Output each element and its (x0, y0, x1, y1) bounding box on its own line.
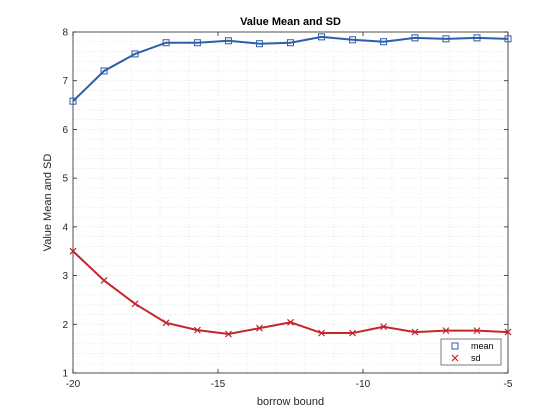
data-point-x (256, 324, 263, 332)
data-point-x-stroke (349, 329, 356, 337)
data-point-x (162, 319, 170, 327)
data-point-square (442, 35, 450, 43)
series-mean (69, 33, 512, 105)
data-point-square (69, 97, 77, 105)
data-point-x-stroke (131, 300, 139, 308)
data-point-square (193, 39, 201, 47)
data-point-square (162, 39, 170, 47)
data-point-square (380, 38, 388, 46)
data-point-x (473, 327, 481, 335)
data-point-x (193, 326, 201, 334)
y-tick-label: 6 (62, 125, 68, 136)
data-point-x-stroke (256, 324, 263, 332)
x-tick-label: -5 (504, 379, 513, 390)
axes-box (72, 31, 509, 374)
y-tick-label: 8 (62, 28, 68, 39)
x-tick-label: -20 (66, 379, 81, 390)
data-point-x (225, 330, 232, 338)
data-point-x-stroke (225, 330, 232, 338)
data-point-square (451, 342, 459, 350)
data-point-x (451, 354, 459, 362)
x-tick-label: -10 (356, 379, 371, 390)
axes: -20 -15 -10 -5 1 2 3 4 5 6 7 8 (62, 28, 512, 391)
y-axis-label: Value Mean and SD (42, 154, 54, 252)
plot-area (73, 32, 508, 373)
data-point-x (349, 329, 356, 337)
legend-label: sd (471, 353, 481, 363)
data-point-square (318, 33, 326, 41)
y-tick-label: 4 (62, 222, 68, 233)
data-point-x-stroke (473, 327, 481, 335)
data-point-square (100, 67, 108, 75)
data-point-x (287, 318, 294, 326)
y-tick-label: 5 (62, 174, 68, 185)
legend-label: mean (471, 341, 494, 351)
data-point-x (69, 247, 77, 255)
chart-title: Value Mean and SD (240, 16, 341, 28)
data-point-x-stroke (504, 328, 512, 336)
legend-item-sd: sd (451, 353, 481, 363)
data-point-x-stroke (100, 277, 108, 284)
data-point-x-stroke (380, 323, 388, 331)
data-point-x-stroke (318, 329, 325, 337)
y-tick-label: 3 (62, 271, 68, 282)
series-line-mean (72, 35, 509, 102)
data-point-x (380, 323, 388, 331)
data-point-x (504, 328, 512, 336)
legend-box (440, 338, 502, 366)
y-tick-label: 7 (62, 76, 68, 87)
data-point-square (255, 40, 263, 48)
x-tick-label: -15 (211, 379, 226, 390)
data-point-x-stroke (69, 247, 77, 255)
series-layer (69, 33, 512, 338)
data-point-square (411, 34, 419, 42)
data-point-square (473, 34, 481, 42)
data-point-x (100, 277, 108, 284)
data-point-x-stroke (162, 319, 170, 327)
data-point-x (442, 327, 450, 335)
data-point-square (504, 35, 512, 43)
data-point-square (287, 39, 294, 47)
x-axis-label: borrow bound (257, 396, 324, 408)
y-tick-label: 1 (62, 369, 68, 380)
y-tick-label: 2 (62, 320, 68, 331)
data-point-x-stroke (451, 354, 459, 362)
data-point-x-stroke (287, 318, 294, 326)
data-point-square (131, 50, 139, 58)
data-point-x (411, 328, 419, 336)
data-point-x-stroke (193, 326, 201, 334)
legend-item-mean: mean (451, 341, 494, 351)
data-point-x-stroke (442, 327, 450, 335)
data-point-x-stroke (411, 328, 419, 336)
series-sd (69, 247, 512, 338)
data-point-x (318, 329, 325, 337)
data-point-square (224, 37, 232, 45)
data-point-x (131, 300, 139, 308)
data-point-square (349, 36, 357, 44)
grid-lines (72, 31, 509, 374)
legend: mean sd (440, 338, 502, 366)
